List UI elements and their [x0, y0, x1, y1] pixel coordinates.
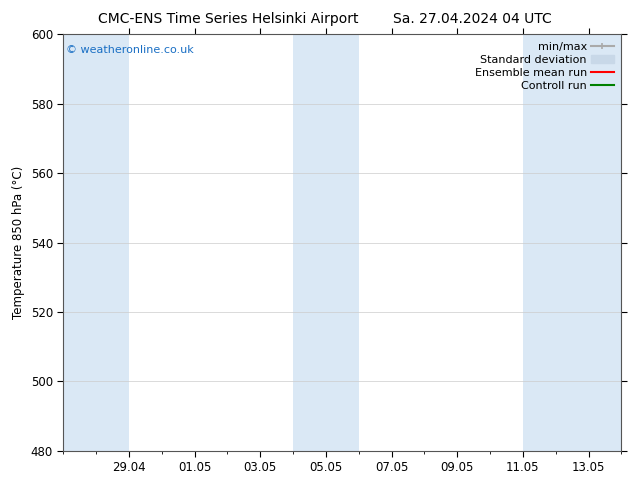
Bar: [293, 34, 359, 451]
Text: © weatheronline.co.uk: © weatheronline.co.uk: [66, 45, 194, 55]
Bar: [523, 34, 621, 451]
Text: Sa. 27.04.2024 04 UTC: Sa. 27.04.2024 04 UTC: [393, 12, 552, 26]
Bar: [63, 34, 129, 451]
Text: CMC-ENS Time Series Helsinki Airport: CMC-ENS Time Series Helsinki Airport: [98, 12, 358, 26]
Legend: min/max, Standard deviation, Ensemble mean run, Controll run: min/max, Standard deviation, Ensemble me…: [472, 40, 616, 93]
Y-axis label: Temperature 850 hPa (°C): Temperature 850 hPa (°C): [12, 166, 25, 319]
